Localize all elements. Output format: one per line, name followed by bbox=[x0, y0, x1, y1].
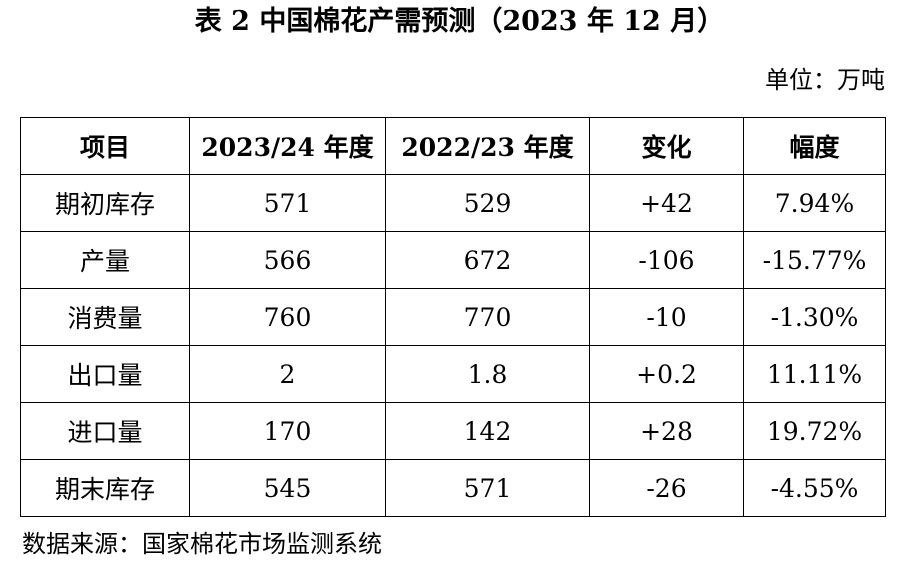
cell-2022-23: 529 bbox=[385, 174, 590, 232]
row-label: 期末库存 bbox=[20, 459, 190, 517]
row-label: 出口量 bbox=[20, 345, 190, 403]
cell-2023-24: 566 bbox=[189, 231, 386, 289]
cell-change: +42 bbox=[589, 174, 744, 232]
cell-rate: 7.94% bbox=[743, 174, 886, 232]
cell-rate: 19.72% bbox=[743, 402, 886, 460]
table-row: 期末库存 545 571 -26 -4.55% bbox=[20, 459, 886, 517]
cell-2023-24: 760 bbox=[189, 288, 386, 346]
table-header-row: 项目 2023/24 年度 2022/23 年度 变化 幅度 bbox=[20, 117, 886, 175]
cell-change: +28 bbox=[589, 402, 744, 460]
header-rate: 幅度 bbox=[743, 117, 886, 175]
cell-2022-23: 571 bbox=[385, 459, 590, 517]
cell-change: -106 bbox=[589, 231, 744, 289]
row-label: 期初库存 bbox=[20, 174, 190, 232]
table-row: 消费量 760 770 -10 -1.30% bbox=[20, 288, 886, 346]
unit-label: 单位：万吨 bbox=[765, 66, 885, 94]
table-row: 产量 566 672 -106 -15.77% bbox=[20, 231, 886, 289]
header-2023-24: 2023/24 年度 bbox=[189, 117, 386, 175]
cell-rate: -4.55% bbox=[743, 459, 886, 517]
cell-rate: -1.30% bbox=[743, 288, 886, 346]
header-2022-23: 2022/23 年度 bbox=[385, 117, 590, 175]
cell-rate: -15.77% bbox=[743, 231, 886, 289]
cell-2023-24: 545 bbox=[189, 459, 386, 517]
cell-2022-23: 770 bbox=[385, 288, 590, 346]
cell-rate: 11.11% bbox=[743, 345, 886, 403]
cell-2022-23: 1.8 bbox=[385, 345, 590, 403]
row-label: 产量 bbox=[20, 231, 190, 289]
cell-2022-23: 142 bbox=[385, 402, 590, 460]
header-item: 项目 bbox=[20, 117, 190, 175]
cell-2023-24: 571 bbox=[189, 174, 386, 232]
table-row: 进口量 170 142 +28 19.72% bbox=[20, 402, 886, 460]
data-source-note: 数据来源：国家棉花市场监测系统 bbox=[22, 530, 382, 558]
cell-2023-24: 170 bbox=[189, 402, 386, 460]
cotton-supply-demand-table: 项目 2023/24 年度 2022/23 年度 变化 幅度 期初库存 571 … bbox=[20, 117, 886, 517]
row-label: 消费量 bbox=[20, 288, 190, 346]
table-title: 表 2 中国棉花产需预测（2023 年 12 月） bbox=[194, 6, 725, 37]
cell-change: -10 bbox=[589, 288, 744, 346]
cell-change: -26 bbox=[589, 459, 744, 517]
cell-2023-24: 2 bbox=[189, 345, 386, 403]
table-row: 出口量 2 1.8 +0.2 11.11% bbox=[20, 345, 886, 403]
row-label: 进口量 bbox=[20, 402, 190, 460]
cell-2022-23: 672 bbox=[385, 231, 590, 289]
cell-change: +0.2 bbox=[589, 345, 744, 403]
table-row: 期初库存 571 529 +42 7.94% bbox=[20, 174, 886, 232]
header-change: 变化 bbox=[589, 117, 744, 175]
